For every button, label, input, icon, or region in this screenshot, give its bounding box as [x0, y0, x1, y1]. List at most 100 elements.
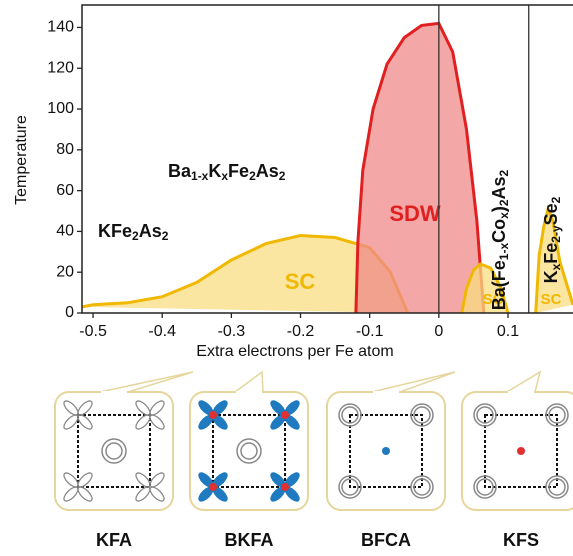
subscript: 2 — [132, 229, 139, 243]
subscript: x — [549, 263, 563, 270]
formula-part: Se — [541, 203, 561, 225]
formula-part: Ba(Fe — [489, 260, 509, 310]
electron-dot — [209, 411, 217, 419]
petal — [149, 400, 165, 416]
y-tick-label: 40 — [56, 223, 74, 240]
x-tick-label: 0.1 — [497, 323, 519, 340]
petal — [63, 400, 79, 416]
electron-pocket — [545, 403, 569, 427]
fermi-inset — [54, 371, 194, 511]
brillouin-zone — [349, 414, 423, 488]
x-tick-label: -0.3 — [218, 323, 246, 340]
compound-label: Ba1-xKxFe2As2 — [168, 161, 286, 183]
electron-pocket — [410, 403, 434, 427]
formula-part: As — [256, 161, 279, 181]
callout-pointer — [232, 370, 264, 393]
electron-pocket — [545, 475, 569, 499]
petal — [77, 486, 93, 502]
compound-label: KxFe2-ySe2 — [541, 196, 563, 283]
formula-part: As — [489, 176, 509, 199]
x-tick-label: -0.5 — [79, 323, 107, 340]
petal — [149, 414, 165, 430]
petal — [63, 414, 79, 430]
y-tick-label: 60 — [56, 182, 74, 199]
region-label: SC — [541, 291, 562, 308]
area-outline — [354, 21, 486, 314]
subscript: 1-x — [497, 243, 511, 261]
axis-frame — [81, 4, 573, 314]
y-tick-label: 100 — [47, 100, 74, 117]
petal — [135, 414, 151, 430]
formula-part: K — [208, 161, 221, 181]
petal — [63, 472, 79, 488]
electron-pocket — [338, 403, 362, 427]
area-outline — [534, 204, 573, 314]
petal — [135, 486, 151, 502]
subscript: 2 — [497, 199, 511, 206]
petal — [135, 472, 151, 488]
electron-dot — [209, 483, 217, 491]
x-tick-label: -0.1 — [356, 323, 384, 340]
electron-pocket — [548, 478, 566, 496]
inset-label: KFA — [96, 530, 132, 550]
subscript: 2-y — [549, 225, 563, 243]
petal — [149, 472, 165, 488]
inset-label: BFCA — [361, 530, 411, 550]
brillouin-zone — [484, 414, 558, 488]
y-tick-label: 140 — [47, 19, 74, 36]
subscript: 2 — [249, 169, 256, 183]
formula-part: As — [139, 221, 162, 241]
callout-pointer — [99, 371, 194, 393]
fermi-inset — [326, 371, 456, 511]
y-tick-label: 20 — [56, 263, 74, 280]
hole-pocket — [105, 442, 123, 460]
petal — [77, 472, 93, 488]
region-label: SC — [483, 291, 504, 308]
inset-cover — [508, 391, 534, 395]
compound-label: Ba(Fe1-xCox)2As2 — [489, 169, 511, 310]
inset-label: BKFA — [225, 530, 274, 550]
formula-part: Co — [489, 219, 509, 243]
hole-pocket — [236, 438, 262, 464]
subscript: 2 — [279, 169, 286, 183]
region-label: SC — [285, 269, 316, 294]
subscript: 2 — [162, 229, 169, 243]
fermi-inset — [461, 370, 573, 511]
compound-label: KFe2As2 — [98, 221, 169, 243]
x-tick-label: -0.2 — [287, 323, 315, 340]
electron-pocket — [473, 475, 497, 499]
inset-box — [54, 391, 174, 511]
brillouin-zone — [212, 414, 286, 488]
area-fill — [535, 209, 573, 313]
region-label: SDW — [389, 201, 441, 226]
y-tick-label: 120 — [47, 59, 74, 76]
electron-pocket — [410, 475, 434, 499]
electron-pocket — [476, 478, 494, 496]
electron-pocket — [473, 403, 497, 427]
formula-part: K — [541, 270, 561, 283]
callout-pointer — [371, 371, 456, 393]
inset-cover — [101, 391, 127, 395]
electron-pocket — [548, 406, 566, 424]
x-tick-label: -0.4 — [148, 323, 176, 340]
subscript: 2 — [549, 196, 563, 203]
petal — [77, 414, 93, 430]
area-outline — [460, 262, 510, 314]
y-axis-label: Temperature — [13, 115, 30, 205]
hole-pocket — [240, 442, 258, 460]
brillouin-zone — [77, 414, 151, 488]
formula-part: KFe — [98, 221, 132, 241]
subscript: 1-x — [191, 169, 209, 183]
y-tick-label: 0 — [65, 304, 74, 321]
formula-part: Ba — [168, 161, 192, 181]
inset-cover — [236, 391, 262, 395]
area-fill — [82, 235, 408, 313]
electron-pocket — [338, 475, 362, 499]
electron-pocket — [413, 478, 431, 496]
electron-dot — [281, 411, 289, 419]
inset-cover — [373, 391, 399, 395]
subscript: x — [497, 212, 511, 219]
hole-pocket — [101, 438, 127, 464]
